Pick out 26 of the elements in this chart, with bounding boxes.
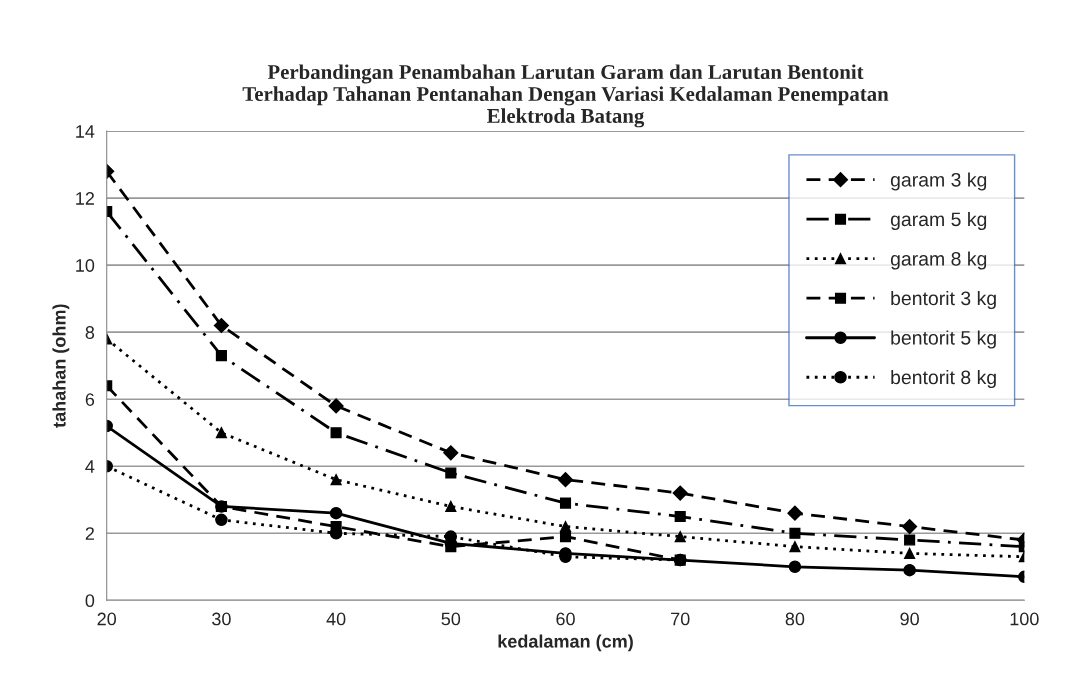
legend-label: bentorit 3 kg	[891, 290, 996, 310]
x-tick-label: 30	[212, 612, 231, 626]
y-axis-title: tahahan (ohm)	[52, 304, 70, 428]
legend-label: bentorit 5 kg	[891, 330, 996, 349]
y-tick-label: 14	[76, 125, 95, 138]
x-axis-title: kedalaman (cm)	[498, 634, 633, 652]
y-tick-label: 4	[85, 460, 95, 473]
x-tick-label: 70	[671, 612, 690, 626]
y-tick-label: 6	[85, 393, 95, 406]
x-tick-label: 40	[326, 612, 346, 626]
y-tick-label: 8	[85, 326, 95, 339]
legend-label: bentorit 8 kg	[891, 369, 996, 389]
y-tick-label: 10	[76, 259, 95, 272]
x-tick-label: 80	[785, 612, 805, 626]
x-tick-label: 90	[900, 612, 919, 626]
x-tick-label: 60	[556, 612, 575, 626]
legend-label: garam 5 kg	[890, 211, 987, 231]
legend-label: garam 3 kg	[890, 172, 987, 191]
x-tick-label: 20	[97, 612, 117, 626]
legend-label: garam 8 kg	[890, 251, 987, 270]
y-tick-label: 0	[85, 594, 95, 608]
x-tick-label: 50	[441, 612, 461, 626]
y-tick-label: 2	[85, 527, 94, 540]
chart-title: Perbandingan Penambahan Larutan Garam dan Larutan Bentonit Terhadap Tahanan Pentanahan Dengan Variasi Kedalaman Penempatan Elektroda Batang	[242, 64, 889, 128]
x-tick-label: 100	[1010, 612, 1039, 626]
y-tick-label: 12	[76, 192, 94, 205]
